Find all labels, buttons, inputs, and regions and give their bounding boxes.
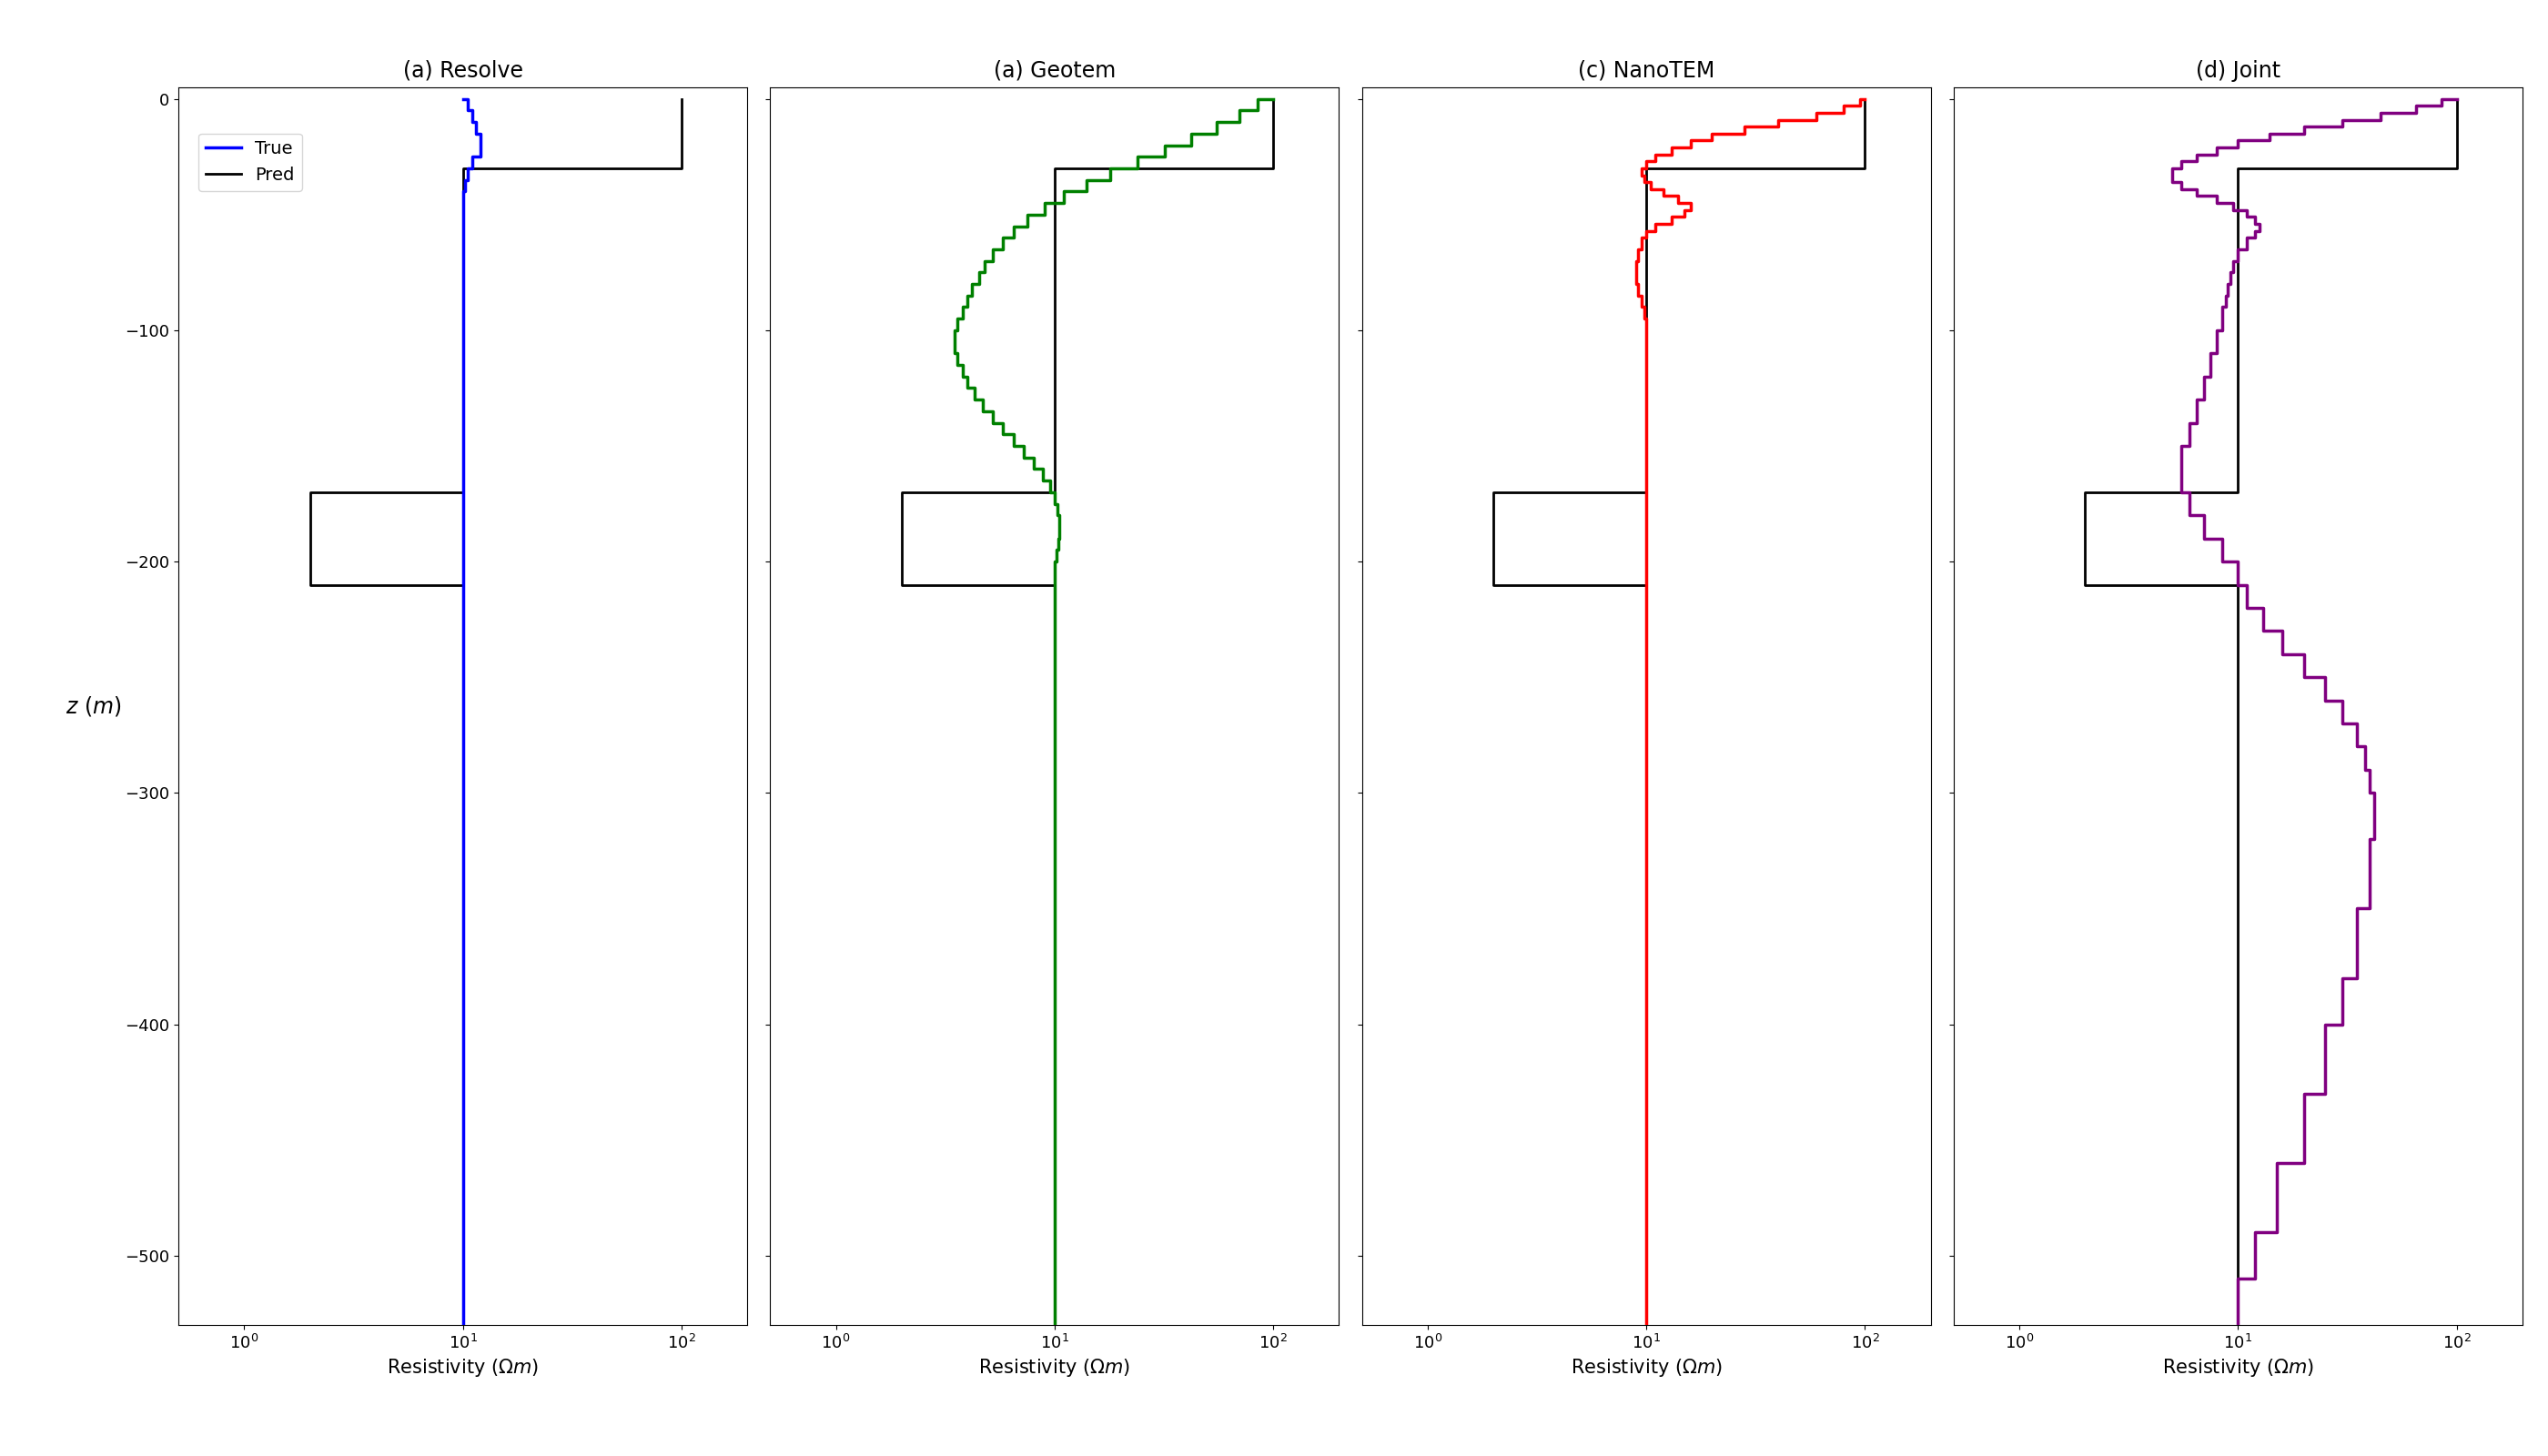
X-axis label: Resistivity ($\Omega m$): Resistivity ($\Omega m$) [1570, 1357, 1722, 1379]
Title: (d) Joint: (d) Joint [2196, 60, 2280, 82]
Legend: True, Pred: True, Pred [199, 134, 301, 191]
Title: (c) NanoTEM: (c) NanoTEM [1577, 60, 1715, 82]
X-axis label: Resistivity ($\Omega m$): Resistivity ($\Omega m$) [978, 1357, 1131, 1379]
Title: (a) Resolve: (a) Resolve [403, 60, 522, 82]
X-axis label: Resistivity ($\Omega m$): Resistivity ($\Omega m$) [387, 1357, 538, 1379]
Y-axis label: $z\ (m)$: $z\ (m)$ [66, 695, 122, 718]
Title: (a) Geotem: (a) Geotem [994, 60, 1116, 82]
X-axis label: Resistivity ($\Omega m$): Resistivity ($\Omega m$) [2163, 1357, 2314, 1379]
